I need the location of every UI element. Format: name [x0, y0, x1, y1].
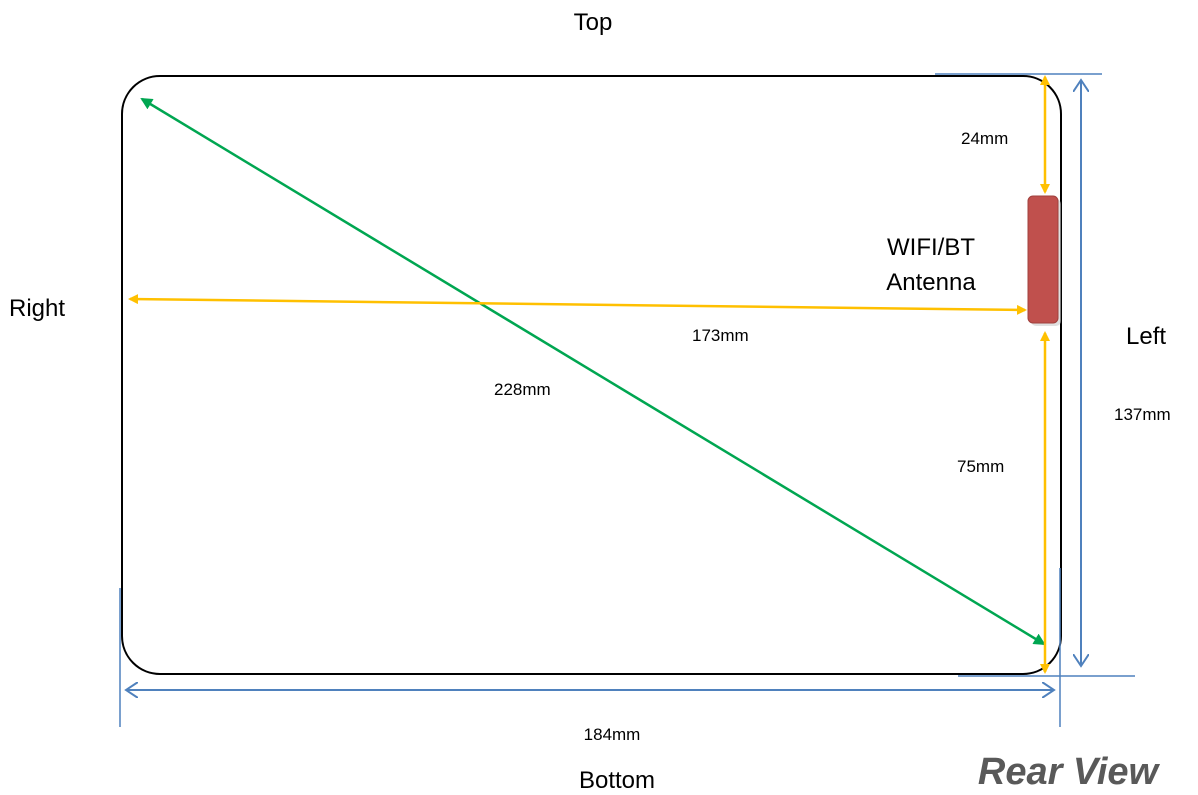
antenna-block — [1027, 195, 1059, 324]
antenna-label-line2: Antenna — [886, 269, 976, 296]
rear-view-title: Rear View — [978, 751, 1161, 793]
right-label: Right — [9, 295, 65, 322]
dimension-173mm-label: 173mm — [692, 326, 749, 345]
diagonal-arrow — [140, 97, 1046, 646]
dimension-184mm-label: 184mm — [584, 725, 641, 744]
dimension-24mm-label: 24mm — [961, 129, 1008, 148]
top-label: Top — [574, 9, 613, 36]
dimension-75mm-label: 75mm — [957, 457, 1004, 476]
device-outline — [121, 75, 1062, 675]
dimension-137mm-label: 137mm — [1114, 405, 1171, 424]
dimension-228mm-label: 228mm — [494, 380, 551, 399]
antenna-to-right-edge-arrow — [128, 294, 1027, 315]
antenna-label-line1: WIFI/BT — [887, 234, 975, 261]
bottom-label: Bottom — [579, 767, 655, 794]
left-label: Left — [1126, 323, 1166, 350]
